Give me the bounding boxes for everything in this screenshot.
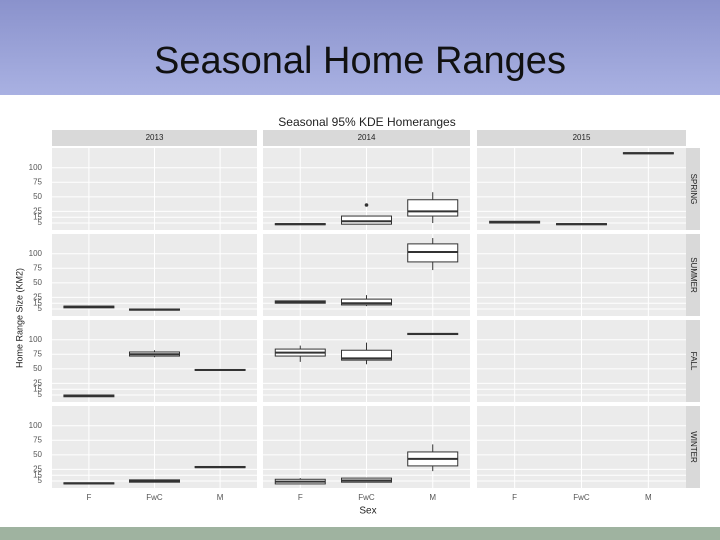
slide-title: Seasonal Home Ranges <box>154 40 566 82</box>
row-label: WINTER <box>689 431 698 463</box>
strip <box>686 234 700 316</box>
y-tick-label: 5 <box>38 218 43 227</box>
y-tick-label: 5 <box>38 390 43 399</box>
strip <box>263 130 470 146</box>
y-tick-label: 100 <box>29 249 43 258</box>
chart-title: Seasonal 95% KDE Homeranges <box>278 115 455 129</box>
footer-band <box>0 527 720 540</box>
y-tick-label: 50 <box>33 278 42 287</box>
y-tick-label: 75 <box>33 263 42 272</box>
y-axis-label: Home Range Size (KM2) <box>14 268 24 368</box>
y-tick-label: 50 <box>33 192 42 201</box>
y-tick-label: 15 <box>33 470 42 479</box>
y-tick-label: 75 <box>33 349 42 358</box>
outlier <box>364 203 369 207</box>
y-tick-label: 50 <box>33 450 42 459</box>
y-tick-label: 100 <box>29 163 43 172</box>
strip <box>686 320 700 402</box>
x-tick-label: FwC <box>358 493 375 502</box>
y-tick-label: 25 <box>33 464 42 473</box>
box <box>341 349 392 361</box>
box <box>341 215 392 225</box>
y-tick-label: 75 <box>33 177 42 186</box>
strip <box>686 406 700 488</box>
chart: Seasonal 95% KDE Homeranges Sex Home Ran… <box>14 115 700 517</box>
x-tick-label: M <box>217 493 224 502</box>
x-tick-label: FwC <box>573 493 590 502</box>
x-tick-label: FwC <box>146 493 163 502</box>
box <box>341 298 392 306</box>
x-tick-label: M <box>429 493 436 502</box>
row-label: FALL <box>689 352 698 371</box>
y-tick-label: 15 <box>33 384 42 393</box>
y-tick-label: 25 <box>33 292 42 301</box>
strip <box>686 148 700 230</box>
y-tick-label: 25 <box>33 378 42 387</box>
strip <box>477 130 686 146</box>
y-tick-label: 100 <box>29 421 43 430</box>
strip <box>52 130 257 146</box>
y-tick-label: 25 <box>33 206 42 215</box>
x-tick-label: F <box>86 493 91 502</box>
row-label: SPRING <box>689 174 698 205</box>
x-tick-label: F <box>298 493 303 502</box>
x-tick-label: M <box>645 493 652 502</box>
y-tick-label: 5 <box>38 304 43 313</box>
column-label: 2015 <box>573 133 591 142</box>
title-band <box>0 0 720 95</box>
column-label: 2014 <box>358 133 376 142</box>
y-tick-label: 15 <box>33 212 42 221</box>
y-tick-label: 15 <box>33 298 42 307</box>
y-tick-label: 50 <box>33 364 42 373</box>
row-label: SUMMER <box>689 257 698 293</box>
x-tick-label: F <box>512 493 517 502</box>
y-tick-label: 5 <box>38 476 43 485</box>
column-label: 2013 <box>146 133 164 142</box>
x-axis-label: Sex <box>359 506 376 517</box>
box <box>407 199 459 217</box>
y-tick-label: 100 <box>29 335 43 344</box>
y-tick-label: 75 <box>33 435 42 444</box>
